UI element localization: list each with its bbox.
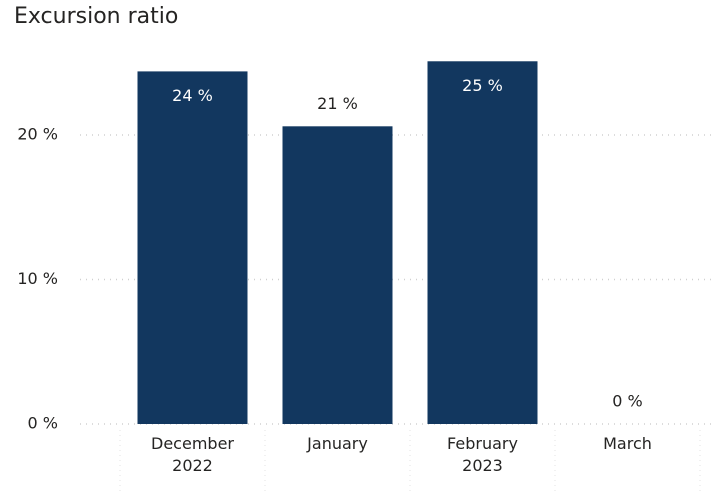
x-tick-label: February 2023 [447,434,518,475]
y-tick-label: 10 % [17,269,58,288]
chart-title: Excursion ratio [14,4,179,29]
x-tick-label: December 2022 [151,434,234,475]
bar [137,71,248,424]
bar [427,61,538,424]
bar [282,126,393,424]
data-label: 25 % [462,76,503,95]
data-label: 21 % [317,94,358,113]
data-label: 0 % [612,392,642,411]
data-label: 24 % [172,86,213,105]
x-tick-label: March [603,434,652,453]
y-tick-label: 0 % [28,414,58,433]
y-tick-label: 20 % [17,124,58,143]
x-tick-label: January [307,434,368,453]
